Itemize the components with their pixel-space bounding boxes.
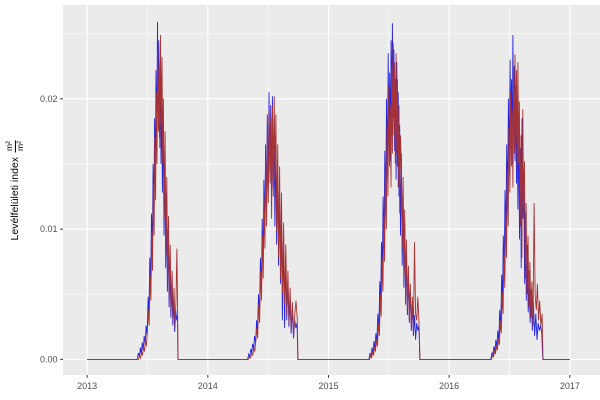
x-tick-label: 2016 bbox=[439, 381, 459, 391]
series-line-red bbox=[87, 34, 570, 360]
y-tick-label: 0.00 bbox=[40, 354, 58, 364]
x-tick-label: 2017 bbox=[560, 381, 580, 391]
y-tick-label: 0.01 bbox=[40, 224, 58, 234]
y-tick-label: 0.02 bbox=[40, 94, 58, 104]
x-tick-label: 2014 bbox=[198, 381, 218, 391]
x-tick-label: 2013 bbox=[77, 381, 97, 391]
x-tick-label: 2015 bbox=[318, 381, 338, 391]
